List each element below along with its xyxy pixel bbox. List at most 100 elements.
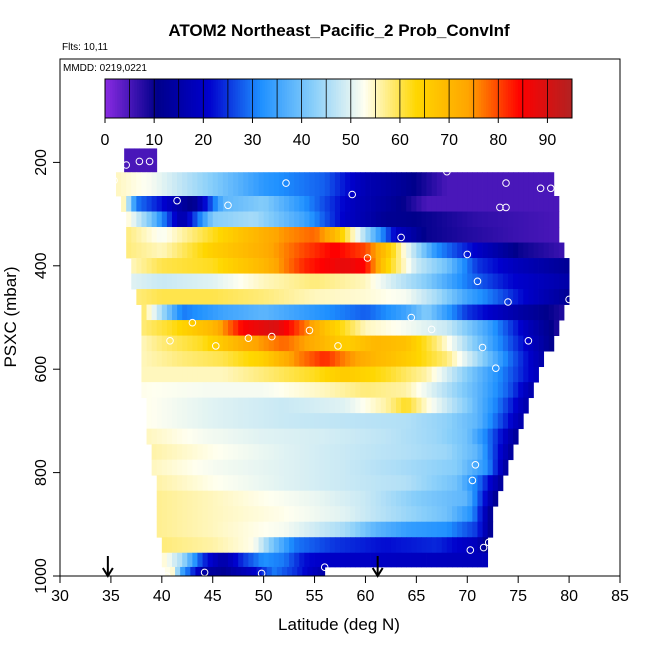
heatmap-cell — [513, 304, 519, 321]
heatmap-cell — [334, 521, 341, 538]
heatmap-cell — [248, 335, 254, 352]
heatmap-cell — [518, 227, 524, 243]
heatmap-cell — [151, 289, 158, 305]
heatmap-cell — [212, 506, 219, 523]
heatmap-cell — [309, 172, 315, 197]
heatmap-cell — [258, 320, 265, 336]
heatmap-cell — [431, 227, 438, 243]
heatmap-cell — [340, 335, 346, 352]
heatmap-cell — [329, 273, 336, 290]
heatmap-cell — [334, 413, 341, 430]
heatmap-cell — [406, 196, 412, 212]
heatmap-cell — [192, 227, 198, 243]
colorbar-segment — [264, 79, 268, 118]
chart-title: ATOM2 Northeast_Pacific_2 Prob_ConvInf — [168, 21, 510, 40]
heatmap-cell — [197, 490, 203, 507]
heatmap-cell — [182, 428, 188, 445]
heatmap-cell — [452, 459, 458, 476]
colorbar-segment — [213, 79, 217, 118]
heatmap-cell — [497, 320, 504, 336]
heatmap-cell — [457, 397, 463, 414]
heatmap-cell — [187, 521, 193, 538]
heatmap-cell — [502, 273, 509, 290]
heatmap-cell — [355, 289, 361, 305]
heatmap-cell — [360, 273, 366, 290]
heatmap-cell — [497, 428, 504, 445]
heatmap-cell — [385, 242, 392, 259]
colorbar-segment — [205, 79, 209, 118]
heatmap-cell — [329, 172, 336, 197]
colorbar-segment — [392, 79, 396, 118]
heatmap-cell — [192, 304, 198, 321]
heatmap-cell — [441, 382, 448, 399]
heatmap-cell — [324, 351, 331, 368]
heatmap-cell — [248, 172, 254, 197]
heatmap-cell — [314, 304, 321, 321]
colorbar-segment — [399, 79, 403, 118]
heatmap-cell — [202, 428, 209, 445]
heatmap-cell — [340, 444, 346, 461]
heatmap-cell — [319, 227, 326, 243]
heatmap-cell — [324, 444, 331, 461]
heatmap-cell — [431, 289, 438, 305]
heatmap-cell — [385, 196, 392, 212]
heatmap-cell — [441, 289, 448, 305]
heatmap-cell — [436, 413, 443, 430]
heatmap-cell — [334, 351, 341, 368]
heatmap-cell — [207, 211, 214, 228]
heatmap-cell — [482, 382, 489, 399]
heatmap-cell — [253, 289, 259, 305]
heatmap-cell — [528, 320, 534, 336]
heatmap-cell — [487, 428, 494, 445]
heatmap-cell — [345, 258, 351, 274]
heatmap-cell — [457, 506, 463, 523]
heatmap-cell — [289, 289, 295, 305]
heatmap-cell — [375, 413, 382, 430]
heatmap-cell — [319, 475, 326, 492]
heatmap-cell — [426, 304, 433, 321]
heatmap-cell — [289, 382, 295, 399]
heatmap-cell — [212, 490, 219, 507]
heatmap-cell — [202, 351, 209, 368]
heatmap-cell — [518, 397, 524, 414]
heatmap-cell — [523, 382, 529, 399]
heatmap-cell — [467, 211, 473, 228]
heatmap-cell — [558, 258, 565, 274]
heatmap-cell — [452, 428, 458, 445]
heatmap-cell — [553, 227, 560, 243]
heatmap-cell — [502, 289, 509, 305]
heatmap-cell — [421, 335, 427, 352]
heatmap-cell — [187, 211, 193, 228]
heatmap-cell — [380, 475, 387, 492]
heatmap-cell — [452, 320, 458, 336]
heatmap-cell — [396, 242, 402, 259]
heatmap-cell — [421, 490, 427, 507]
heatmap-cell — [533, 227, 539, 243]
heatmap-cell — [416, 304, 422, 321]
heatmap-cell — [329, 320, 336, 336]
heatmap-cell — [406, 320, 412, 336]
heatmap-cell — [166, 475, 173, 492]
data-point — [122, 161, 130, 169]
heatmap-cell — [187, 490, 193, 507]
heatmap-cell — [411, 196, 417, 212]
heatmap-cell — [314, 537, 321, 554]
heatmap-cell — [202, 475, 209, 492]
heatmap-cell — [380, 335, 387, 352]
heatmap-cell — [248, 196, 254, 212]
heatmap-cell — [166, 413, 173, 430]
heatmap-cell — [161, 413, 168, 430]
heatmap-cell — [543, 227, 550, 243]
heatmap-cell — [523, 304, 529, 321]
heatmap-cell — [360, 444, 366, 461]
heatmap-cell — [192, 552, 198, 568]
heatmap-cell — [446, 444, 453, 461]
heatmap-cell — [156, 227, 163, 243]
heatmap-cell — [334, 242, 341, 259]
heatmap-cell — [482, 320, 489, 336]
heatmap-cell — [263, 428, 270, 445]
heatmap-cell — [436, 196, 443, 212]
heatmap-cell — [146, 428, 153, 445]
heatmap-cell — [564, 273, 570, 290]
heatmap-cell — [518, 258, 524, 274]
